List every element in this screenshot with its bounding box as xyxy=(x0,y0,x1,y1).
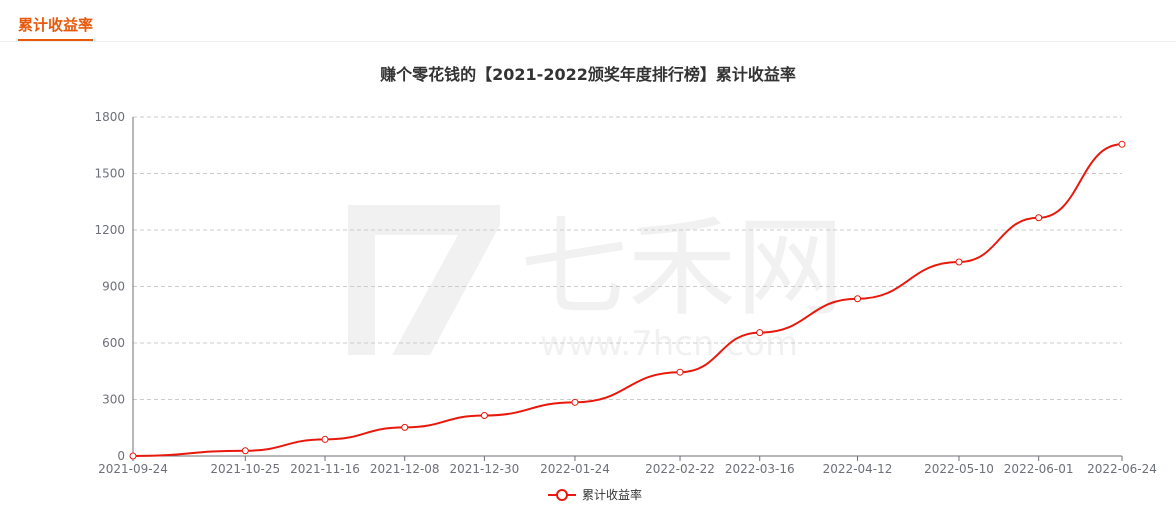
data-point[interactable] xyxy=(241,447,249,455)
x-tick-label: 2022-02-22 xyxy=(645,462,715,476)
x-tick-label: 2022-06-24 xyxy=(1087,462,1157,476)
x-tick-label: 2021-12-30 xyxy=(450,462,520,476)
data-point[interactable] xyxy=(955,258,963,266)
data-point[interactable] xyxy=(571,398,579,406)
x-tick-label: 2022-03-16 xyxy=(725,462,795,476)
legend-label: 累计收益率 xyxy=(582,487,642,502)
data-point[interactable] xyxy=(1118,140,1126,148)
y-tick-label: 900 xyxy=(102,280,125,294)
data-point[interactable] xyxy=(401,423,409,431)
data-point[interactable] xyxy=(756,329,764,337)
series-layer xyxy=(129,140,1126,460)
legend[interactable]: 累计收益率 xyxy=(548,487,642,502)
tab-bar: 累计收益率 xyxy=(0,0,1176,42)
y-tick-label: 600 xyxy=(102,336,125,350)
x-tick-label: 2022-05-10 xyxy=(924,462,994,476)
watermark: 七禾网 www.7hcn.com xyxy=(348,205,844,364)
x-tick-label: 2021-09-24 xyxy=(98,462,168,476)
data-point[interactable] xyxy=(854,295,862,303)
watermark-brand: 七禾网 xyxy=(520,206,844,331)
y-tick-label: 1500 xyxy=(94,167,125,181)
x-tick-label: 2022-01-24 xyxy=(540,462,610,476)
data-point[interactable] xyxy=(129,452,137,460)
y-tick-label: 300 xyxy=(102,393,125,407)
x-tick-label: 2021-12-08 xyxy=(370,462,440,476)
chart-title: 赚个零花钱的【2021-2022颁奖年度排行榜】累计收益率 xyxy=(380,65,796,84)
data-point[interactable] xyxy=(676,368,684,376)
watermark-logo-shape xyxy=(348,205,500,355)
grid-lines xyxy=(133,116,1122,400)
data-point[interactable] xyxy=(1035,214,1043,222)
watermark-url: www.7hcn.com xyxy=(540,324,798,364)
data-point[interactable] xyxy=(321,435,329,443)
y-tick-label: 1800 xyxy=(94,110,125,124)
y-tick-label: 1200 xyxy=(94,223,125,237)
axes: 0 300 600 900 1200 1500 1800 2021-09-24 2021-10-… xyxy=(94,110,1156,476)
x-tick-label: 2021-11-16 xyxy=(290,462,360,476)
tab-cumulative-return[interactable]: 累计收益率 xyxy=(18,14,94,41)
x-tick-label: 2021-10-25 xyxy=(210,462,280,476)
y-tick-label: 0 xyxy=(117,449,125,463)
data-point[interactable] xyxy=(480,412,488,420)
legend-marker xyxy=(556,489,568,501)
x-tick-label: 2022-04-12 xyxy=(823,462,893,476)
x-tick-label: 2022-06-01 xyxy=(1004,462,1074,476)
